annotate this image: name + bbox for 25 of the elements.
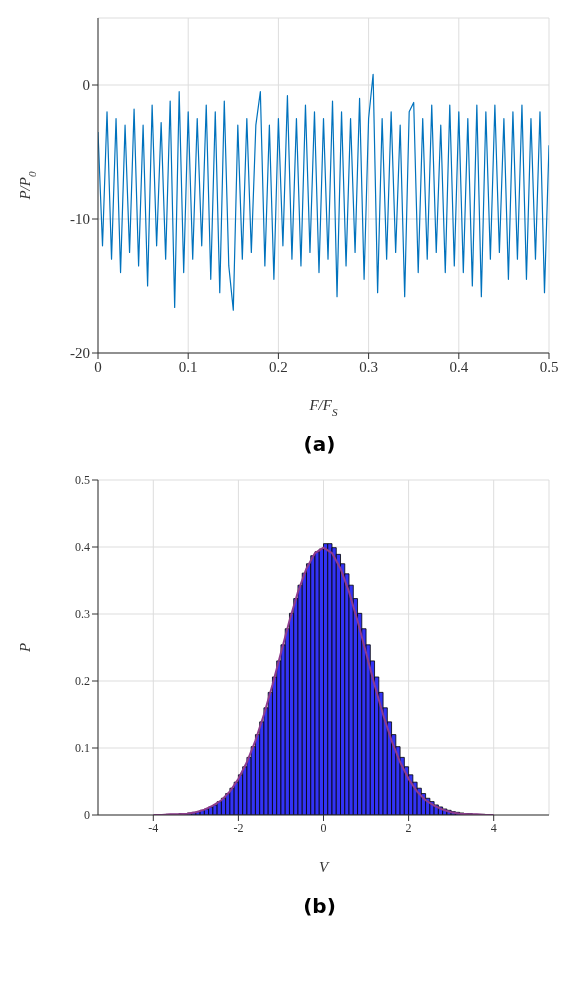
y-tick-label: 0.5	[75, 473, 90, 488]
y-tick-label: 0.2	[75, 674, 90, 689]
x-tick-label: 0.2	[269, 358, 288, 375]
y-tick-label: 0.1	[75, 741, 90, 756]
text: (a)	[302, 432, 337, 456]
y-tick-label: 0.4	[75, 540, 90, 555]
x-tick-label: 4	[490, 820, 497, 835]
x-tick-label: 0.4	[449, 358, 469, 375]
text: (b)	[302, 894, 337, 918]
x-tick-label: 2	[405, 820, 412, 835]
x-tick-label: 0	[94, 358, 102, 375]
x-tick-label: 0.1	[178, 358, 198, 375]
x-tick-label: -2	[233, 820, 244, 835]
x-axis-title: F/F$_{S}$	[308, 397, 338, 418]
y-tick-label: -10	[70, 211, 90, 228]
x-tick-label: 0.5	[539, 358, 559, 375]
x-tick-label: 0	[320, 820, 327, 835]
y-axis-title: P	[17, 642, 33, 654]
x-tick-label: -4	[148, 820, 159, 835]
y-tick-label: 0	[82, 77, 90, 94]
y-tick-label: -20	[70, 345, 90, 362]
y-tick-label: 0	[84, 808, 90, 823]
y-tick-label: 0.3	[75, 607, 90, 622]
x-axis-title: V	[318, 859, 330, 875]
x-tick-label: 0.3	[359, 358, 378, 375]
